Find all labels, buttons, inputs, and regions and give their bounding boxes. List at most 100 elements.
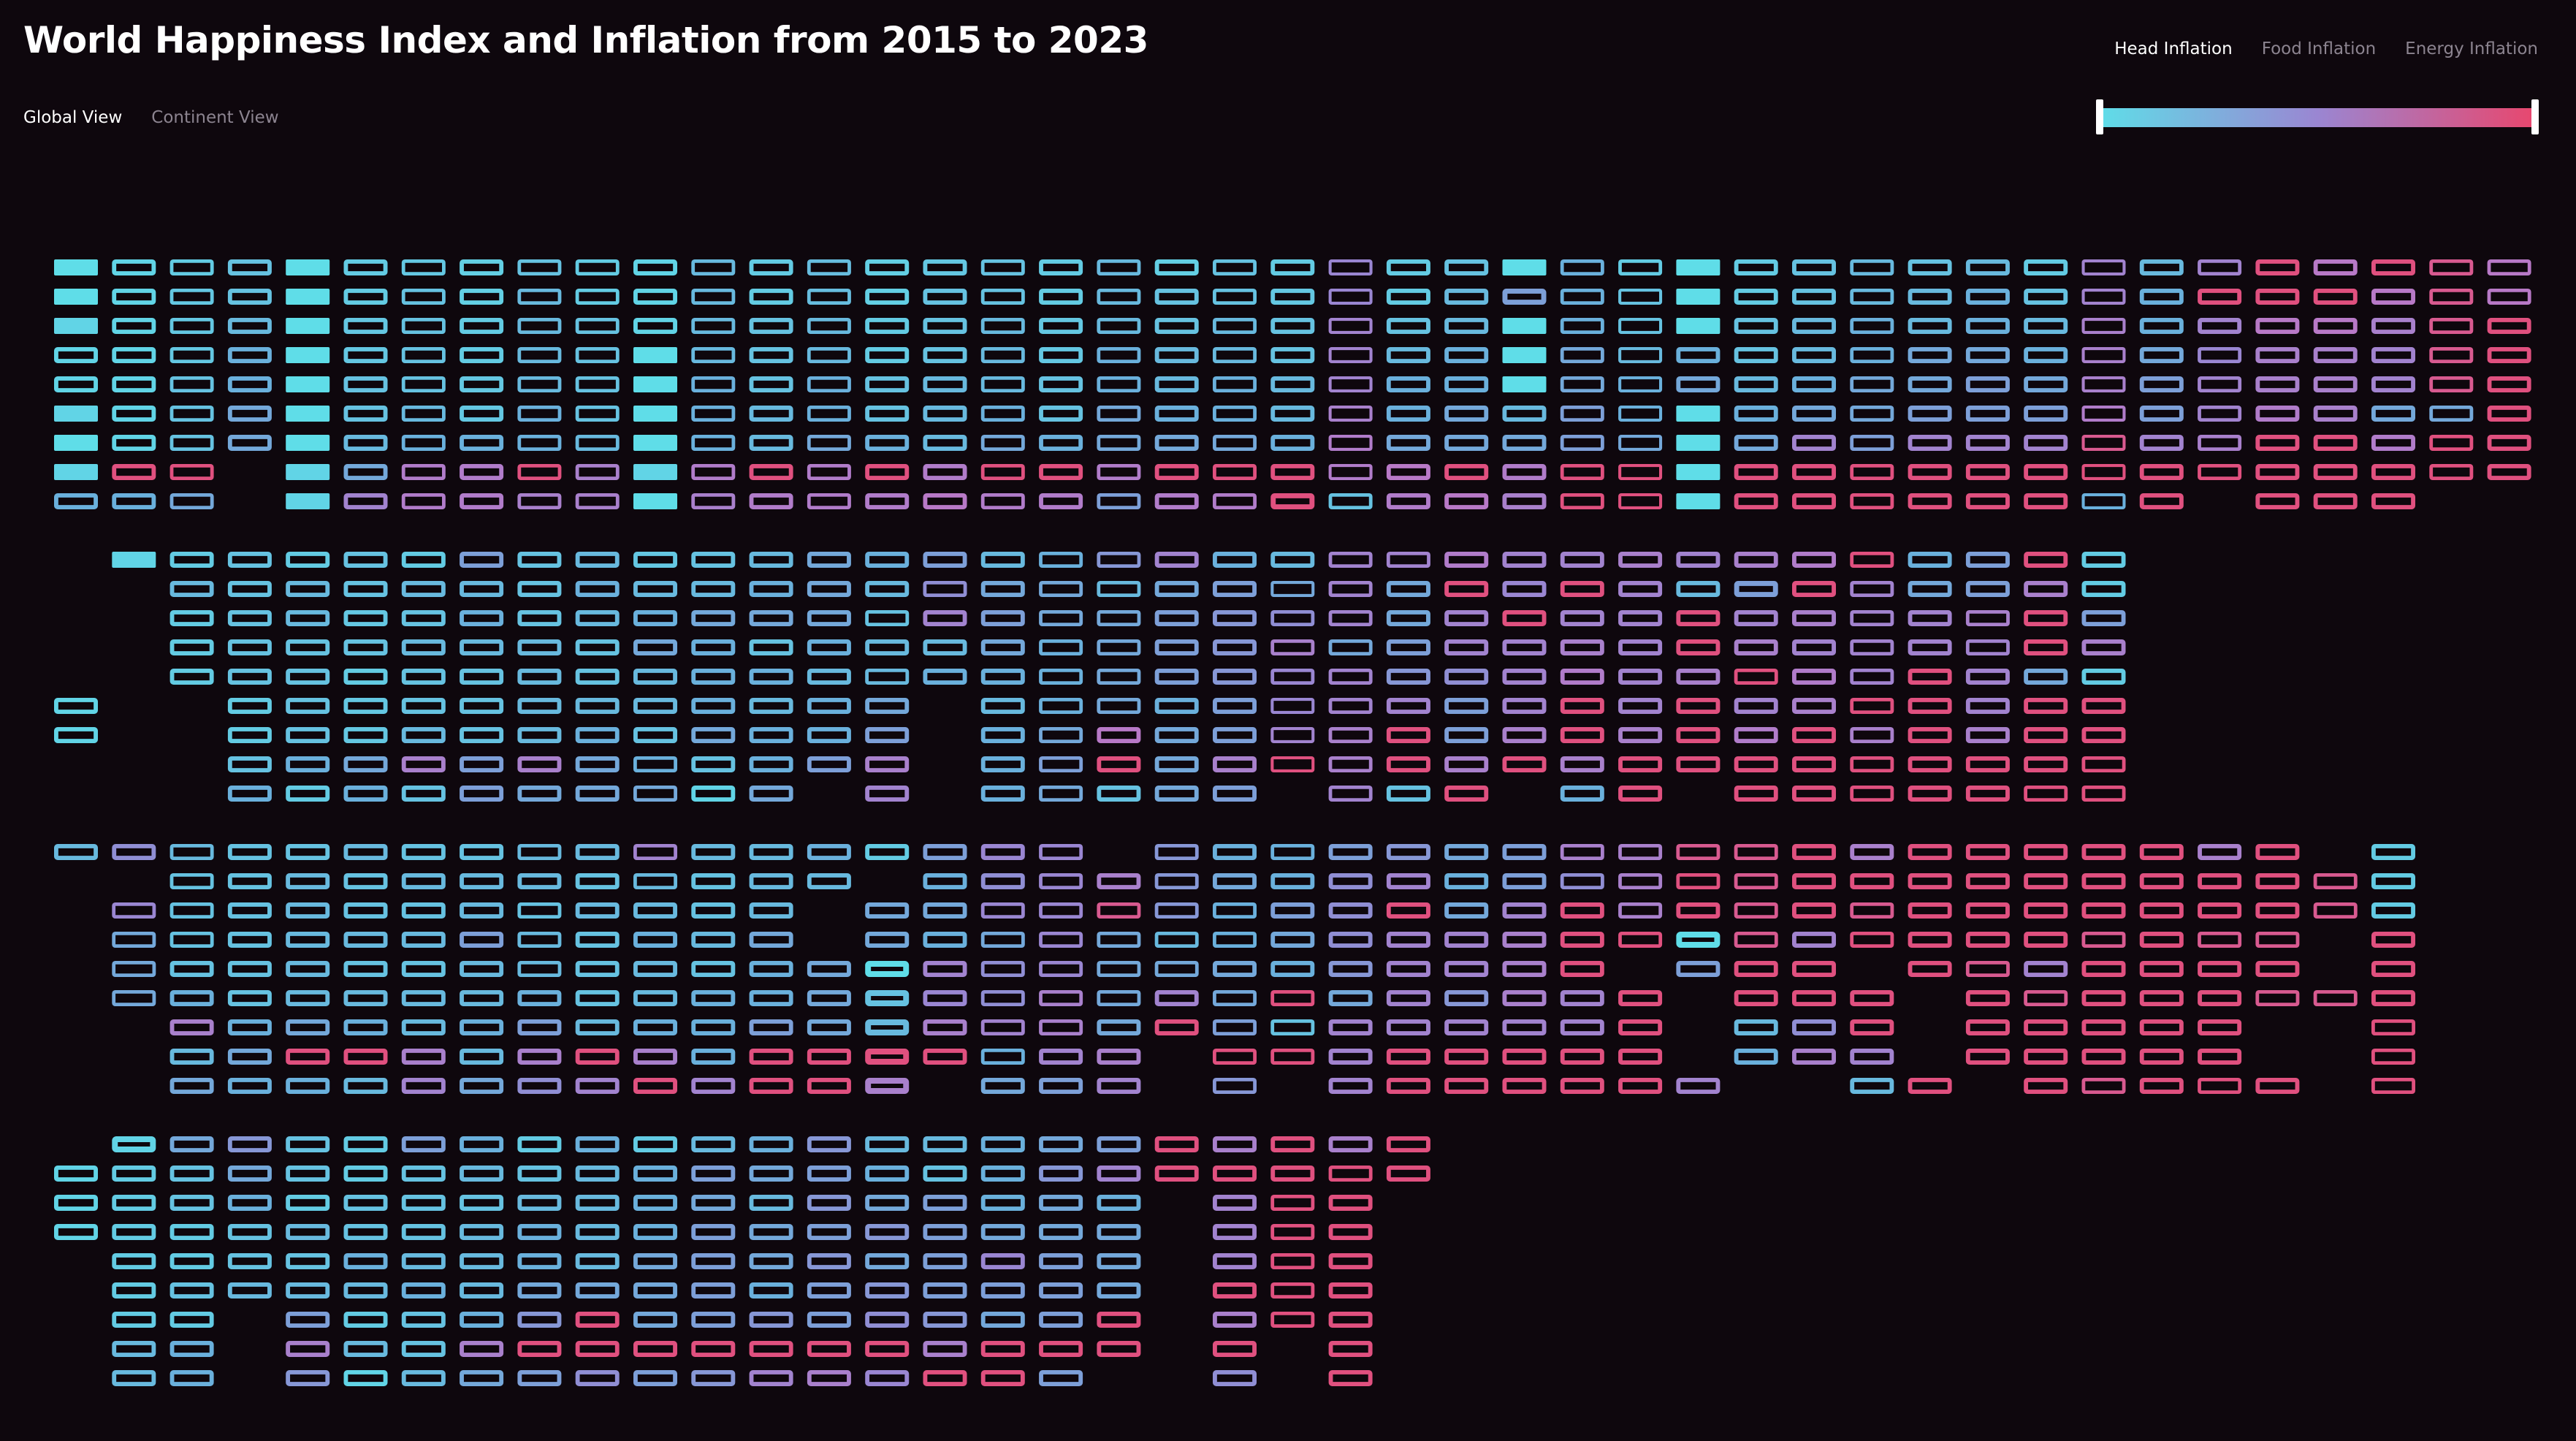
grid-cell[interactable] bbox=[1734, 493, 1778, 509]
grid-cell[interactable] bbox=[169, 435, 214, 452]
grid-cell[interactable] bbox=[923, 551, 967, 568]
grid-cell[interactable] bbox=[1618, 697, 1663, 714]
grid-cell[interactable] bbox=[923, 1341, 967, 1358]
grid-cell[interactable] bbox=[517, 1253, 562, 1270]
grid-cell[interactable] bbox=[1386, 1019, 1430, 1036]
grid-cell[interactable] bbox=[1792, 493, 1837, 509]
grid-cell[interactable] bbox=[1965, 434, 2010, 451]
grid-cell[interactable] bbox=[227, 844, 272, 861]
grid-cell[interactable] bbox=[2081, 376, 2126, 392]
grid-cell[interactable] bbox=[807, 1370, 851, 1387]
grid-cell[interactable] bbox=[460, 1312, 504, 1328]
grid-cell[interactable] bbox=[980, 961, 1025, 978]
grid-cell[interactable] bbox=[343, 1312, 388, 1328]
grid-cell[interactable] bbox=[1154, 609, 1199, 626]
grid-cell[interactable] bbox=[1097, 786, 1141, 802]
grid-cell[interactable] bbox=[401, 1195, 446, 1212]
grid-cell[interactable] bbox=[343, 756, 388, 773]
grid-cell[interactable] bbox=[1734, 581, 1778, 598]
grid-cell[interactable] bbox=[1965, 551, 2010, 568]
grid-cell[interactable] bbox=[575, 1019, 620, 1036]
grid-cell[interactable] bbox=[401, 1312, 446, 1328]
grid-cell[interactable] bbox=[1502, 726, 1547, 743]
grid-cell[interactable] bbox=[1908, 786, 1952, 802]
grid-cell[interactable] bbox=[286, 1370, 330, 1387]
grid-cell[interactable] bbox=[1676, 346, 1720, 363]
grid-cell[interactable] bbox=[1850, 669, 1894, 685]
grid-cell[interactable] bbox=[1386, 1166, 1430, 1182]
grid-cell[interactable] bbox=[1618, 1049, 1663, 1065]
grid-cell[interactable] bbox=[1213, 844, 1257, 861]
grid-cell[interactable] bbox=[286, 1166, 330, 1182]
grid-cell[interactable] bbox=[2024, 844, 2068, 861]
grid-cell[interactable] bbox=[633, 932, 677, 948]
grid-cell[interactable] bbox=[807, 639, 851, 655]
grid-cell[interactable] bbox=[1154, 756, 1199, 773]
grid-cell[interactable] bbox=[1213, 259, 1257, 275]
grid-cell[interactable] bbox=[749, 1166, 793, 1182]
grid-cell[interactable] bbox=[1328, 463, 1373, 480]
grid-cell[interactable] bbox=[54, 376, 99, 392]
grid-cell[interactable] bbox=[169, 844, 214, 861]
grid-cell[interactable] bbox=[112, 1282, 156, 1299]
grid-cell[interactable] bbox=[1386, 902, 1430, 919]
grid-cell[interactable] bbox=[1908, 551, 1952, 568]
grid-cell[interactable] bbox=[1792, 259, 1837, 275]
grid-cell[interactable] bbox=[807, 1166, 851, 1182]
grid-cell[interactable] bbox=[1039, 1341, 1083, 1358]
grid-cell[interactable] bbox=[112, 1341, 156, 1358]
grid-cell[interactable] bbox=[2255, 405, 2300, 422]
grid-cell[interactable] bbox=[1908, 259, 1952, 275]
grid-cell[interactable] bbox=[169, 580, 214, 597]
grid-cell[interactable] bbox=[1097, 1049, 1141, 1065]
grid-cell[interactable] bbox=[1560, 873, 1604, 890]
grid-cell[interactable] bbox=[2255, 493, 2300, 509]
grid-cell[interactable] bbox=[2255, 873, 2300, 890]
grid-cell[interactable] bbox=[1618, 639, 1663, 655]
grid-cell[interactable] bbox=[2081, 288, 2126, 305]
grid-cell[interactable] bbox=[2198, 435, 2242, 452]
grid-cell[interactable] bbox=[2081, 463, 2126, 480]
grid-cell[interactable] bbox=[1908, 376, 1952, 392]
grid-cell[interactable] bbox=[865, 1224, 910, 1241]
grid-cell[interactable] bbox=[2024, 961, 2068, 978]
grid-cell[interactable] bbox=[980, 1253, 1025, 1270]
grid-cell[interactable] bbox=[1213, 902, 1257, 919]
grid-cell[interactable] bbox=[2139, 346, 2184, 363]
grid-cell[interactable] bbox=[1792, 580, 1837, 597]
grid-cell[interactable] bbox=[517, 1166, 562, 1182]
grid-cell[interactable] bbox=[575, 932, 620, 948]
grid-cell[interactable] bbox=[1328, 405, 1373, 422]
grid-cell[interactable] bbox=[2313, 990, 2358, 1007]
grid-cell[interactable] bbox=[2081, 609, 2126, 626]
grid-cell[interactable] bbox=[227, 405, 272, 422]
grid-cell[interactable] bbox=[749, 756, 793, 773]
grid-cell[interactable] bbox=[2198, 406, 2242, 422]
grid-cell[interactable] bbox=[343, 873, 388, 890]
grid-cell[interactable] bbox=[2487, 259, 2531, 275]
grid-cell[interactable] bbox=[401, 756, 446, 773]
grid-cell[interactable] bbox=[1213, 493, 1257, 510]
grid-cell[interactable] bbox=[923, 376, 967, 392]
grid-cell[interactable] bbox=[980, 317, 1025, 334]
grid-cell[interactable] bbox=[2081, 1049, 2126, 1065]
grid-cell[interactable] bbox=[2024, 493, 2068, 509]
grid-cell[interactable] bbox=[1386, 259, 1430, 275]
grid-cell[interactable] bbox=[2198, 376, 2242, 393]
grid-cell[interactable] bbox=[807, 1341, 851, 1358]
grid-cell[interactable] bbox=[865, 697, 910, 714]
grid-cell[interactable] bbox=[1097, 961, 1141, 978]
grid-cell[interactable] bbox=[286, 376, 330, 392]
grid-cell[interactable] bbox=[517, 1370, 562, 1387]
grid-cell[interactable] bbox=[1502, 961, 1547, 978]
grid-cell[interactable] bbox=[401, 1166, 446, 1182]
grid-cell[interactable] bbox=[1386, 990, 1430, 1007]
grid-cell[interactable] bbox=[460, 786, 504, 802]
grid-cell[interactable] bbox=[169, 1282, 214, 1299]
grid-cell[interactable] bbox=[1444, 639, 1489, 655]
grid-cell[interactable] bbox=[1850, 288, 1894, 305]
grid-cell[interactable] bbox=[691, 1370, 736, 1387]
grid-cell[interactable] bbox=[517, 1224, 562, 1241]
grid-cell[interactable] bbox=[1734, 756, 1778, 773]
grid-cell[interactable] bbox=[865, 1077, 910, 1094]
